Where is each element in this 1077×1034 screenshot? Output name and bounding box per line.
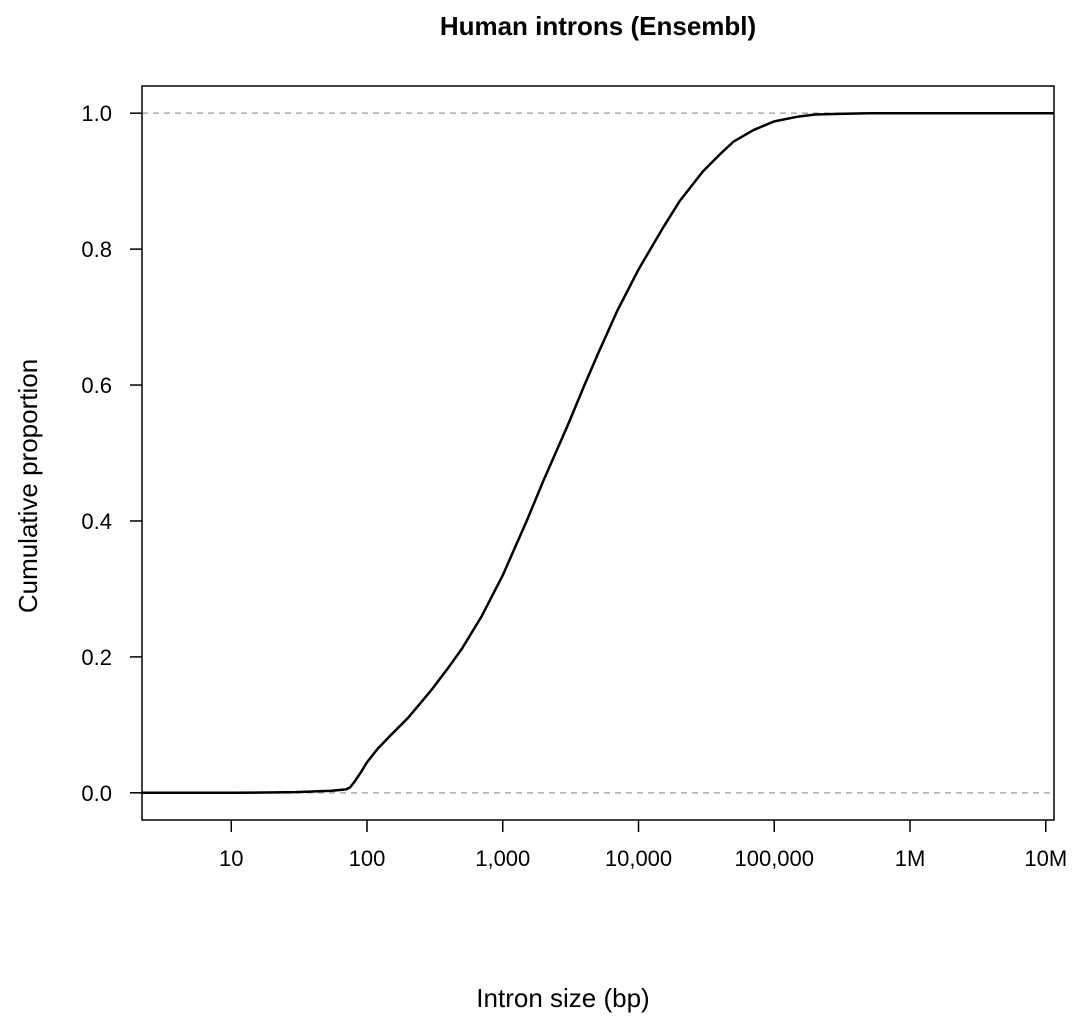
y-tick-label-5: 1.0	[81, 101, 112, 126]
y-tick-label-3: 0.6	[81, 373, 112, 398]
reference-lines	[142, 112, 1054, 794]
x-tick-label-0: 10	[219, 846, 243, 871]
x-axis: 10 100 1,000 10,000 100,000 1M 10M	[219, 820, 1067, 871]
y-axis-label: Cumulative proportion	[13, 359, 43, 613]
chart-title: Human introns (Ensembl)	[440, 11, 756, 41]
x-tick-label-1: 100	[349, 846, 386, 871]
series-group	[142, 111, 1054, 795]
x-axis-label: Intron size (bp)	[476, 983, 649, 1013]
y-tick-label-0: 0.0	[81, 781, 112, 806]
series-line-0	[142, 111, 1054, 795]
x-tick-label-3: 10,000	[605, 846, 672, 871]
y-axis: 0.0 0.2 0.4 0.6 0.8 1.0	[81, 101, 142, 806]
y-tick-label-1: 0.2	[81, 645, 112, 670]
x-tick-label-6: 10M	[1024, 846, 1067, 871]
x-tick-label-4: 100,000	[734, 846, 814, 871]
x-tick-label-5: 1M	[895, 846, 926, 871]
plot-frame	[141, 85, 1055, 821]
y-tick-label-4: 0.8	[81, 237, 112, 262]
y-tick-label-2: 0.4	[81, 509, 112, 534]
x-tick-label-2: 1,000	[475, 846, 530, 871]
